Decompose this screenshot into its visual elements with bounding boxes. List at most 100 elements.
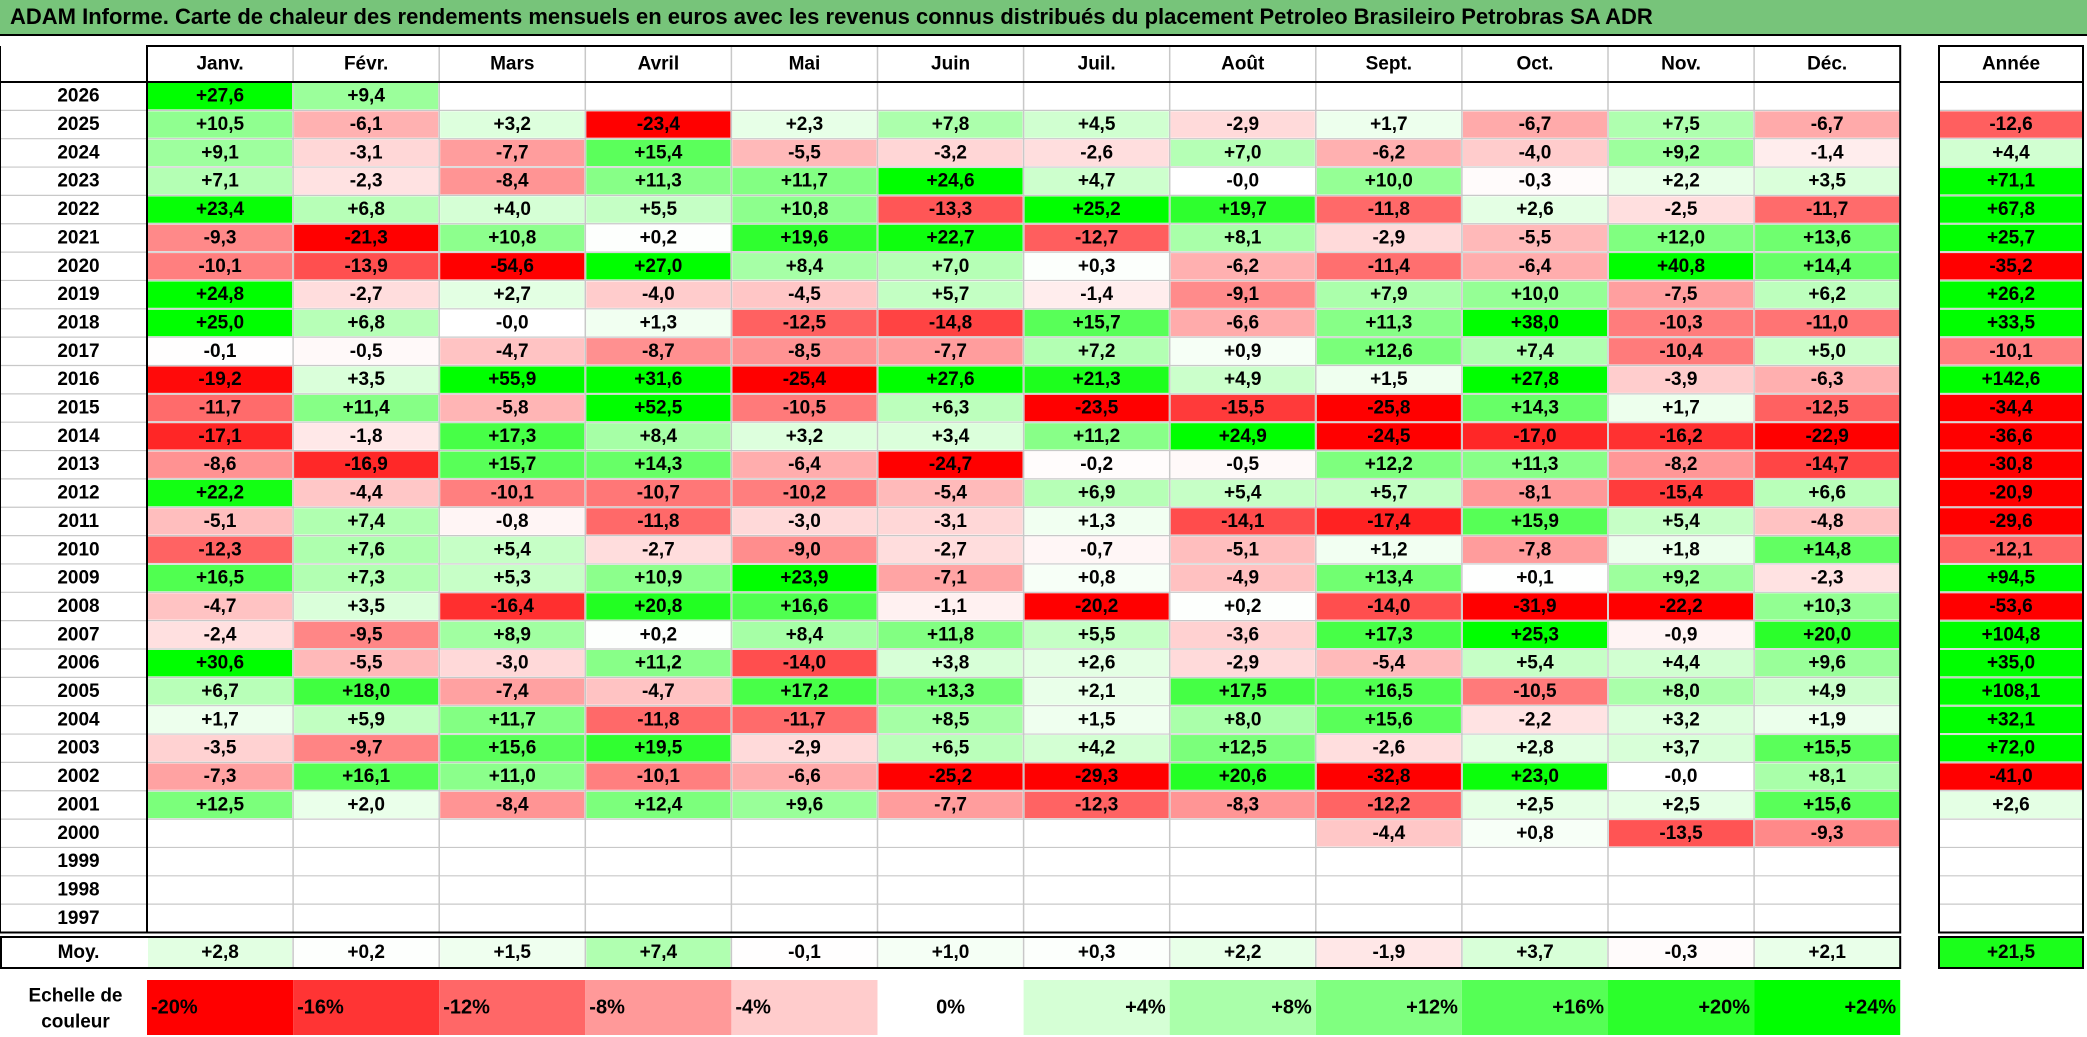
cell-label-2003-12: +15,5	[1803, 738, 1852, 759]
scale-label-9: +12%	[1406, 997, 1458, 1019]
cell-label-2012-4: -10,7	[637, 483, 680, 504]
cell-label-2025-9: +1,7	[1370, 114, 1408, 135]
cell-2018-3	[440, 309, 585, 337]
cell-label-2014-7: +11,2	[1073, 426, 1120, 447]
cell-label-2004-4: -11,8	[637, 709, 679, 730]
cell-label-2025-6: +7,8	[932, 114, 970, 135]
year-label-2001: 2001	[57, 794, 100, 815]
cell-2025-11	[1609, 111, 1754, 138]
cell-2019-9	[1316, 281, 1461, 308]
cell-label-2008-12: +10,3	[1803, 596, 1851, 617]
cell-label-2012-3: -10,1	[491, 483, 535, 504]
cell-label-2016-11: -3,9	[1665, 369, 1698, 390]
cell-2022-5	[732, 196, 877, 223]
cell-2011-1	[148, 508, 293, 535]
annual-label-2020: -35,2	[1989, 256, 2032, 277]
cell-label-2023-4: +11,3	[635, 171, 682, 192]
annual-label-2003: +72,0	[1987, 738, 2035, 759]
cell-label-2023-9: +10,0	[1365, 171, 1413, 192]
average-row-border	[0, 936, 1902, 969]
cell-2009-3	[440, 564, 585, 592]
cell-label-2013-5: -6,4	[788, 454, 821, 475]
cell-label-2011-8: -14,1	[1221, 511, 1265, 532]
cell-2007-11	[1609, 621, 1754, 648]
cell-label-2026-2: +9,4	[347, 86, 385, 107]
cell-2003-4	[586, 735, 731, 762]
cell-2024-12	[1755, 139, 1900, 167]
annual-label-2016: +142,6	[1982, 369, 2041, 390]
cell-2018-4	[586, 309, 731, 337]
year-label-2002: 2002	[57, 766, 99, 787]
cell-label-2018-3: -0,0	[496, 312, 529, 333]
annual-cell-2011	[1940, 508, 2082, 535]
cell-label-2020-9: -11,4	[1368, 256, 1411, 277]
cell-label-2010-12: +14,8	[1803, 539, 1851, 560]
cell-2024-4	[586, 139, 731, 167]
cell-label-2023-12: +3,5	[1808, 171, 1846, 192]
cell-2001-4	[586, 791, 731, 819]
cell-label-2020-6: +7,0	[932, 256, 970, 277]
cell-2021-3	[440, 224, 585, 252]
cell-2003-1	[148, 735, 293, 762]
year-label-2017: 2017	[57, 341, 99, 362]
cell-2024-6	[878, 139, 1023, 167]
cell-label-2011-5: -3,0	[788, 511, 821, 532]
cell-label-2019-11: -7,5	[1665, 284, 1698, 305]
cell-label-2021-6: +22,7	[927, 227, 975, 248]
cell-label-2008-9: -14,0	[1367, 596, 1410, 617]
cell-label-2016-1: -19,2	[198, 369, 241, 390]
cell-2013-11	[1609, 451, 1754, 478]
cell-label-2020-2: -13,9	[344, 256, 387, 277]
cell-2010-2	[294, 536, 439, 563]
cell-label-2011-11: +5,4	[1662, 511, 1700, 532]
cell-2005-10	[1462, 678, 1607, 705]
cell-label-2018-1: +25,0	[196, 312, 244, 333]
cell-2022-12	[1755, 196, 1900, 223]
cell-2012-3	[440, 479, 585, 507]
average-label-7: +0,3	[1078, 942, 1116, 963]
title-bar: ADAM Informe. Carte de chaleur des rende…	[0, 0, 2087, 36]
cell-2012-7	[1024, 479, 1169, 507]
cell-label-2007-6: +11,8	[927, 624, 974, 645]
cell-2012-9	[1316, 479, 1461, 507]
cell-label-2016-2: +3,5	[347, 369, 385, 390]
average-cell-1	[148, 938, 293, 967]
cell-label-2009-6: -7,1	[934, 568, 967, 589]
cell-label-2014-8: +24,9	[1219, 426, 1267, 447]
cell-2007-1	[148, 621, 293, 648]
cell-label-2002-4: -10,1	[637, 766, 681, 787]
cell-2022-4	[586, 196, 731, 223]
cell-label-2005-2: +18,0	[342, 681, 390, 702]
annual-cell-2020	[1940, 253, 2082, 280]
cell-2004-3	[440, 706, 585, 734]
cell-label-2012-7: +6,9	[1078, 483, 1116, 504]
cell-label-2010-7: -0,7	[1080, 539, 1113, 560]
cell-2025-4	[586, 111, 731, 138]
cell-label-2020-8: -6,2	[1226, 256, 1259, 277]
cell-label-2023-6: +24,6	[927, 171, 975, 192]
annual-label-2018: +33,5	[1987, 312, 2036, 333]
cell-2014-7	[1024, 423, 1169, 450]
cell-2009-6	[878, 564, 1023, 592]
cell-label-2016-9: +1,5	[1370, 369, 1408, 390]
cell-label-2011-4: -11,8	[637, 511, 679, 532]
average-cell-3	[440, 938, 585, 967]
cell-2010-5	[732, 536, 877, 563]
cell-label-2022-2: +6,8	[347, 199, 385, 220]
cell-2019-6	[878, 281, 1023, 308]
cell-label-2010-3: +5,4	[493, 539, 531, 560]
cell-label-2017-6: -7,7	[934, 341, 967, 362]
cell-label-2003-9: -2,6	[1372, 738, 1405, 759]
cell-2001-11	[1609, 791, 1754, 819]
cell-label-2021-8: +8,1	[1224, 227, 1262, 248]
cell-label-2021-4: +0,2	[640, 227, 678, 248]
cell-2006-12	[1755, 650, 1900, 677]
cell-label-2022-3: +4,0	[493, 199, 531, 220]
cell-label-2022-12: -11,7	[1806, 199, 1848, 220]
cell-label-2006-9: -5,4	[1372, 653, 1405, 674]
scale-swatch-8	[1169, 980, 1316, 1035]
cell-2004-10	[1462, 706, 1607, 734]
cell-label-2020-7: +0,3	[1078, 256, 1116, 277]
cell-2024-7	[1024, 139, 1169, 167]
cell-2003-5	[732, 735, 877, 762]
